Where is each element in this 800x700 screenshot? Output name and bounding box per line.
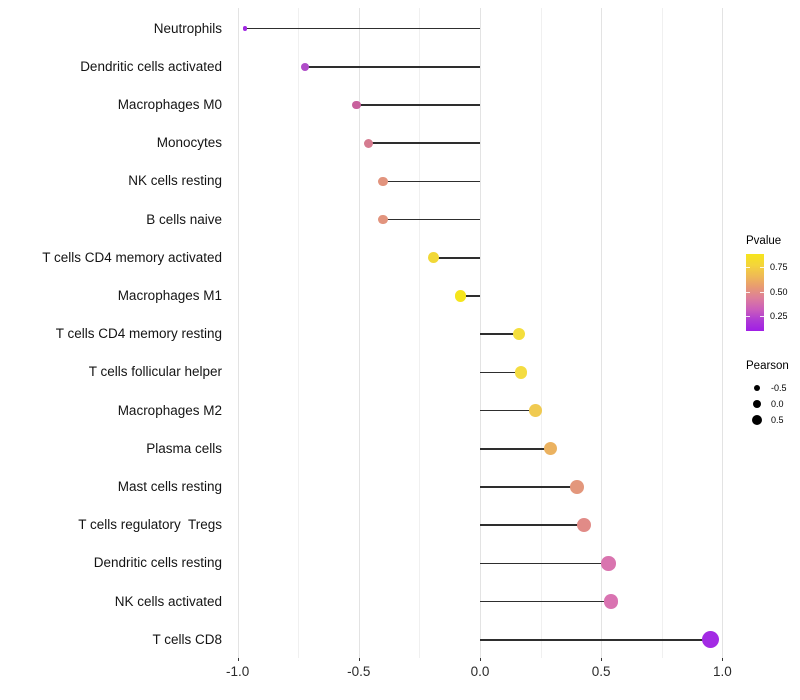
y-axis-label: T cells regulatory Tregs xyxy=(78,517,222,533)
lollipop-stem xyxy=(480,371,522,374)
lollipop-stem xyxy=(480,562,609,565)
gridline-minor xyxy=(298,8,300,658)
y-axis-label: T cells follicular helper xyxy=(88,364,222,380)
pearson-legend-label: 0.0 xyxy=(771,399,784,409)
y-axis-label: Macrophages M1 xyxy=(117,288,222,303)
colorbar-tick xyxy=(746,316,750,318)
data-point-dot xyxy=(242,26,248,31)
gridline-minor xyxy=(419,8,421,658)
pearson-legend-dot xyxy=(753,384,761,392)
data-point-dot xyxy=(428,252,440,264)
lollipop-stem xyxy=(480,409,536,412)
lollipop-stem xyxy=(368,142,480,144)
data-point-dot xyxy=(603,594,619,609)
y-axis-label: Dendritic cells resting xyxy=(93,555,222,571)
data-point-dot xyxy=(454,290,467,302)
x-axis-tick-label: 0.0 xyxy=(470,664,490,679)
y-axis-label: Macrophages M0 xyxy=(117,97,222,112)
gridline-minor xyxy=(661,8,663,658)
gridline-major xyxy=(480,8,481,658)
x-axis-tick xyxy=(358,658,360,661)
lollipop-stem xyxy=(383,180,480,183)
data-point-dot xyxy=(378,214,388,225)
gridline-major xyxy=(358,8,360,658)
data-point-dot xyxy=(570,480,584,494)
data-point-dot xyxy=(515,366,528,379)
data-point-dot xyxy=(543,442,557,456)
x-axis-tick-label: -0.5 xyxy=(347,664,371,679)
colorbar-label: 0.25 xyxy=(770,311,788,322)
gridline-minor xyxy=(540,8,542,658)
colorbar-tick xyxy=(760,316,764,318)
y-axis-label: Neutrophils xyxy=(153,20,222,36)
y-axis-label: NK cells resting xyxy=(128,173,222,189)
y-axis-label: Dendritic cells activated xyxy=(80,58,222,74)
data-point-dot xyxy=(601,556,616,571)
x-axis-tick xyxy=(237,658,239,661)
colorbar-tick xyxy=(760,291,764,293)
colorbar-tick xyxy=(760,267,764,269)
x-axis-tick xyxy=(722,658,724,661)
y-axis-label: Macrophages M2 xyxy=(117,402,222,418)
data-point-dot xyxy=(701,631,719,649)
y-axis-label: Plasma cells xyxy=(146,440,222,456)
data-point-dot xyxy=(301,62,310,71)
lollipop-stem xyxy=(433,257,480,259)
lollipop-stem xyxy=(460,295,480,297)
legend-pearson-title: Pearson xyxy=(746,360,789,372)
pearson-legend-dot xyxy=(751,414,763,426)
colorbar-tick xyxy=(746,291,750,293)
data-point-dot xyxy=(363,138,374,148)
data-point-dot xyxy=(512,328,525,341)
colorbar-tick xyxy=(746,267,750,269)
lollipop-stem xyxy=(356,104,480,106)
lollipop-stem xyxy=(305,66,480,68)
pearson-legend-label: 0.5 xyxy=(771,415,784,425)
y-axis-label: NK cells activated xyxy=(114,593,222,609)
lollipop-stem xyxy=(480,486,577,488)
lollipop-stem xyxy=(244,27,480,30)
data-point-dot xyxy=(351,100,361,110)
lollipop-stem xyxy=(480,333,519,335)
gridline-major xyxy=(601,8,603,658)
lollipop-stem xyxy=(383,218,480,221)
x-axis-tick-label: -1.0 xyxy=(225,664,250,679)
y-axis-label: T cells CD4 memory resting xyxy=(55,326,222,342)
legend-pvalue-title: Pvalue xyxy=(746,235,782,247)
gridline-major xyxy=(722,8,724,658)
y-axis-label: Mast cells resting xyxy=(117,479,222,494)
lollipop-stem xyxy=(480,524,585,526)
lollipop-stem xyxy=(480,448,551,450)
pearson-legend-label: -0.5 xyxy=(771,383,787,393)
y-axis-label: Monocytes xyxy=(156,135,222,151)
colorbar-label: 0.50 xyxy=(770,286,788,297)
data-point-dot xyxy=(577,518,592,533)
x-axis-tick-label: 1.0 xyxy=(713,664,732,679)
x-axis-tick xyxy=(601,658,603,661)
x-axis-tick xyxy=(480,658,481,661)
lollipop-stem xyxy=(480,639,711,641)
x-axis-tick-label: 0.5 xyxy=(591,664,611,679)
colorbar-label: 0.75 xyxy=(770,262,788,273)
y-axis-label: T cells CD8 xyxy=(152,631,222,647)
lollipop-stem xyxy=(480,600,611,603)
y-axis-label: T cells CD4 memory activated xyxy=(42,249,222,265)
data-point-dot xyxy=(529,404,543,417)
y-axis-label: B cells naive xyxy=(146,211,222,227)
gridline-major xyxy=(237,8,239,658)
pearson-legend-dot xyxy=(752,399,762,409)
pvalue-colorbar xyxy=(746,254,764,331)
data-point-dot xyxy=(378,176,388,187)
